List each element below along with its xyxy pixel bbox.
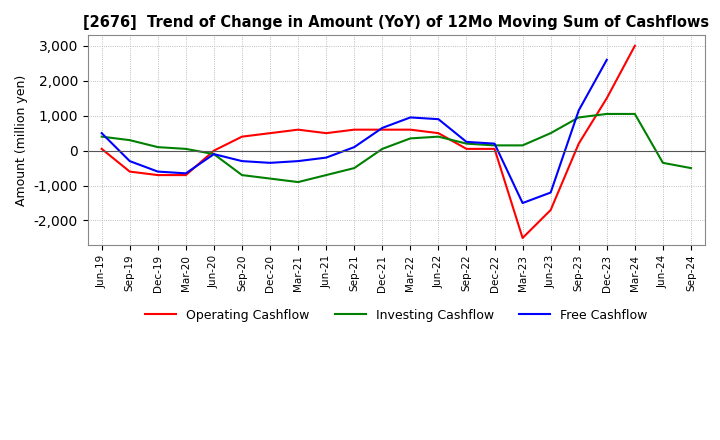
Free Cashflow — [490, 141, 499, 146]
Operating Cashflow — [97, 146, 106, 151]
Operating Cashflow — [378, 127, 387, 132]
Investing Cashflow — [434, 134, 443, 139]
Free Cashflow — [462, 139, 471, 144]
Line: Operating Cashflow: Operating Cashflow — [102, 46, 635, 238]
Line: Investing Cashflow: Investing Cashflow — [102, 114, 691, 182]
Operating Cashflow — [490, 146, 499, 151]
Operating Cashflow — [434, 131, 443, 136]
Legend: Operating Cashflow, Investing Cashflow, Free Cashflow: Operating Cashflow, Investing Cashflow, … — [140, 304, 652, 327]
Free Cashflow — [603, 57, 611, 62]
Investing Cashflow — [631, 111, 639, 117]
Operating Cashflow — [546, 207, 555, 213]
Investing Cashflow — [210, 151, 218, 157]
Free Cashflow — [575, 108, 583, 113]
Investing Cashflow — [97, 134, 106, 139]
Operating Cashflow — [350, 127, 359, 132]
Free Cashflow — [434, 117, 443, 122]
Free Cashflow — [125, 158, 134, 164]
Operating Cashflow — [406, 127, 415, 132]
Line: Free Cashflow: Free Cashflow — [102, 60, 607, 203]
Investing Cashflow — [659, 160, 667, 165]
Investing Cashflow — [350, 165, 359, 171]
Investing Cashflow — [322, 172, 330, 178]
Free Cashflow — [294, 158, 302, 164]
Free Cashflow — [153, 169, 162, 174]
Operating Cashflow — [294, 127, 302, 132]
Y-axis label: Amount (million yen): Amount (million yen) — [15, 74, 28, 206]
Title: [2676]  Trend of Change in Amount (YoY) of 12Mo Moving Sum of Cashflows: [2676] Trend of Change in Amount (YoY) o… — [84, 15, 709, 30]
Free Cashflow — [181, 171, 190, 176]
Investing Cashflow — [125, 138, 134, 143]
Operating Cashflow — [210, 148, 218, 153]
Investing Cashflow — [546, 131, 555, 136]
Operating Cashflow — [153, 172, 162, 178]
Investing Cashflow — [266, 176, 274, 181]
Free Cashflow — [406, 115, 415, 120]
Operating Cashflow — [322, 131, 330, 136]
Investing Cashflow — [603, 111, 611, 117]
Investing Cashflow — [153, 144, 162, 150]
Free Cashflow — [350, 144, 359, 150]
Investing Cashflow — [181, 146, 190, 151]
Free Cashflow — [546, 190, 555, 195]
Operating Cashflow — [575, 141, 583, 146]
Operating Cashflow — [125, 169, 134, 174]
Operating Cashflow — [266, 131, 274, 136]
Operating Cashflow — [181, 172, 190, 178]
Free Cashflow — [238, 158, 246, 164]
Investing Cashflow — [406, 136, 415, 141]
Operating Cashflow — [631, 43, 639, 48]
Investing Cashflow — [238, 172, 246, 178]
Free Cashflow — [518, 200, 527, 205]
Free Cashflow — [210, 151, 218, 157]
Investing Cashflow — [490, 143, 499, 148]
Free Cashflow — [322, 155, 330, 160]
Investing Cashflow — [518, 143, 527, 148]
Investing Cashflow — [687, 165, 696, 171]
Investing Cashflow — [462, 141, 471, 146]
Operating Cashflow — [462, 146, 471, 151]
Operating Cashflow — [518, 235, 527, 241]
Free Cashflow — [378, 125, 387, 131]
Free Cashflow — [97, 131, 106, 136]
Investing Cashflow — [575, 115, 583, 120]
Investing Cashflow — [378, 146, 387, 151]
Operating Cashflow — [603, 95, 611, 101]
Investing Cashflow — [294, 180, 302, 185]
Free Cashflow — [266, 160, 274, 165]
Operating Cashflow — [238, 134, 246, 139]
